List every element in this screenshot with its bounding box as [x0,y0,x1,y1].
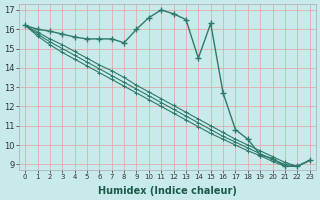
X-axis label: Humidex (Indice chaleur): Humidex (Indice chaleur) [98,186,237,196]
